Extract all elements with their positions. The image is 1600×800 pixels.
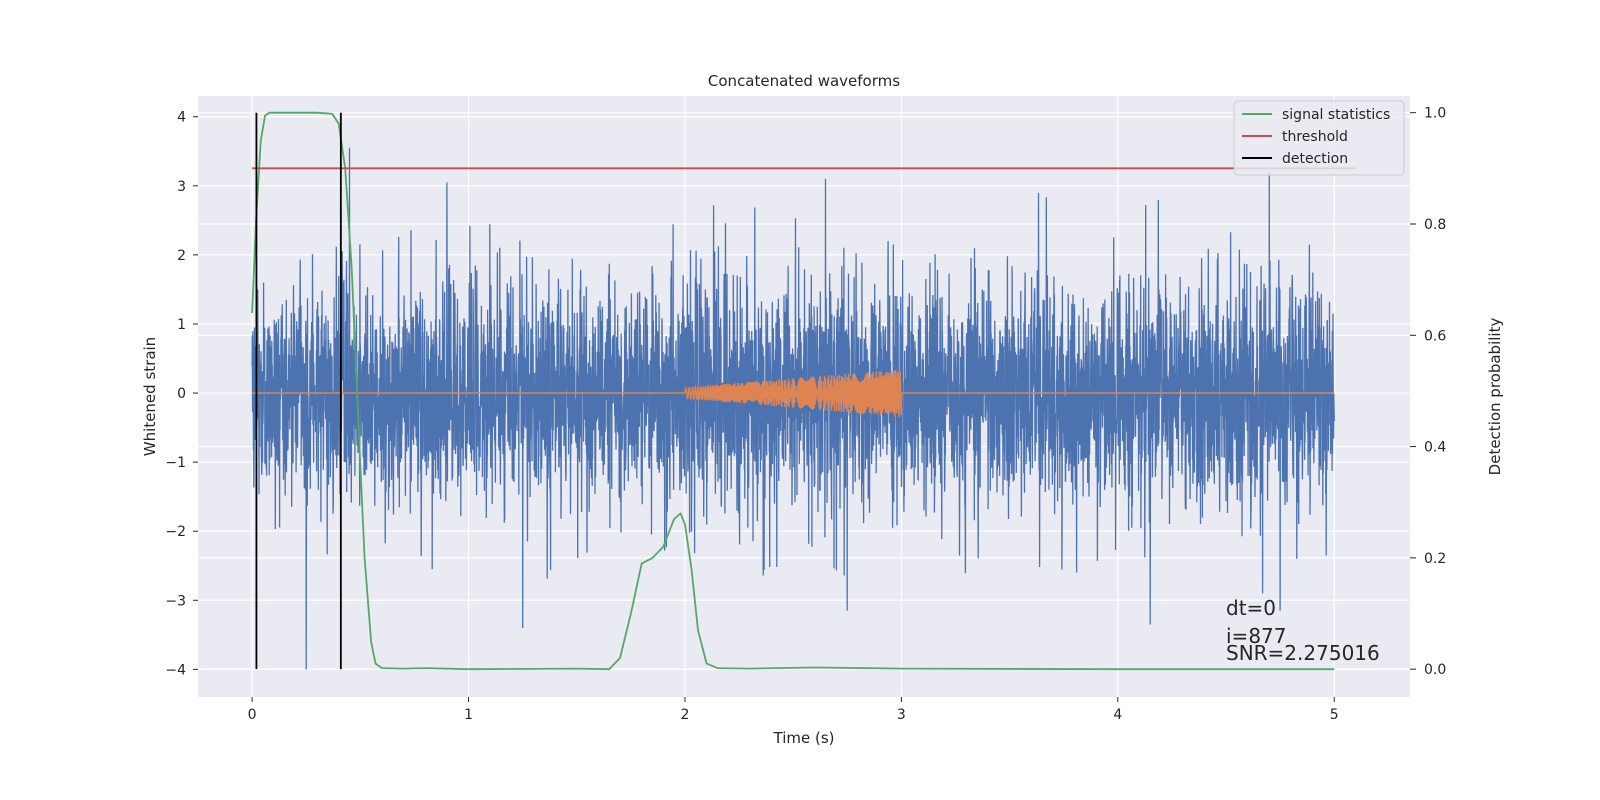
x-tick-label: 1 — [464, 707, 473, 723]
y-right-tick-label: 0.4 — [1424, 440, 1446, 456]
plot-area: signal statistics threshold detection dt=0… — [198, 96, 1410, 697]
y-right-tick-label: 0.2 — [1424, 551, 1446, 567]
y-left-tick-label: 1 — [177, 317, 186, 333]
y-left-tick-label: 4 — [177, 110, 186, 126]
y-left-tick-label: −1 — [165, 455, 186, 471]
x-tick-label: 2 — [681, 707, 690, 723]
y-axis-left-label: Whitened strain — [141, 337, 159, 456]
y-left-tick-label: −3 — [165, 593, 186, 609]
x-axis-label: Time (s) — [773, 729, 835, 747]
y-left-tick-label: −4 — [165, 662, 186, 678]
y-right-tick-label: 1.0 — [1424, 106, 1446, 122]
series-template-waveform — [252, 369, 1335, 418]
chart-title: Concatenated waveforms — [708, 72, 900, 90]
series-signal-statistics — [251, 111, 1335, 671]
data-layer — [251, 111, 1356, 671]
x-tick-label: 5 — [1330, 707, 1339, 723]
y-right-tick-label: 0.6 — [1424, 328, 1446, 344]
annotation-text: SNR=2.275016 — [1226, 641, 1380, 665]
legend-box — [1233, 100, 1405, 176]
annotation-text: dt=0 — [1226, 596, 1276, 620]
y-left-tick-label: −2 — [165, 524, 186, 540]
legend-label: threshold — [1282, 129, 1348, 145]
y-right-tick-label: 0.8 — [1424, 217, 1446, 233]
y-left-tick-label: 2 — [177, 248, 186, 264]
annotation-text: i=877 — [1226, 624, 1287, 648]
legend-label: signal statistics — [1282, 107, 1390, 123]
y-left-tick-label: 0 — [177, 386, 186, 402]
y-right-tick-label: 0.0 — [1424, 662, 1446, 678]
x-tick-label: 4 — [1113, 707, 1122, 723]
legend: signal statistics threshold detection — [1233, 100, 1405, 176]
x-tick-label: 3 — [897, 707, 906, 723]
legend-label: detection — [1282, 151, 1348, 167]
axes: 0 1 2 3 4 5 4 3 2 1 0 −1 −2 −3 −4 1.0 0.8 0.6 0.4 0.2 0.0 — [165, 106, 1446, 723]
x-tick-label: 0 — [248, 707, 257, 723]
y-axis-right-label: Detection probability — [1486, 318, 1504, 476]
y-left-tick-label: 3 — [177, 179, 186, 195]
